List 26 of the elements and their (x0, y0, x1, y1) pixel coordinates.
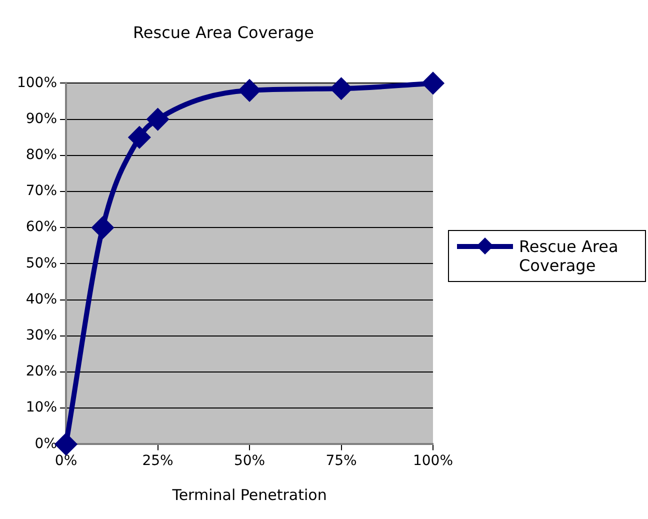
y-tick-label: 50% (26, 255, 58, 272)
point (56, 434, 77, 455)
point (330, 78, 352, 100)
x-tick-label: 25% (142, 453, 174, 470)
y-tick-label: 100% (16, 74, 58, 91)
point (92, 217, 114, 238)
y-tick-label: 30% (26, 328, 58, 344)
y-tick-label: 90% (26, 110, 58, 127)
x-axis-title: Terminal Penetration (171, 486, 327, 504)
point (147, 108, 168, 130)
y-tick-label: 80% (26, 147, 58, 164)
y-tick-label: 10% (26, 400, 58, 416)
legend-label: Rescue Area Coverage (519, 237, 620, 275)
y-tick-label: 70% (26, 183, 58, 200)
x-tick-label: 0% (54, 453, 78, 470)
y-tick-label: 20% (26, 364, 58, 380)
point (422, 72, 444, 94)
x-tick-label: 50% (234, 453, 266, 470)
y-tick-label: 0% (34, 436, 58, 452)
x-tick-label: 100% (412, 453, 454, 470)
y-tick-label: 40% (26, 291, 58, 308)
y-tick-label: 60% (26, 219, 58, 236)
chart-title: Rescue Area Coverage (132, 22, 314, 42)
x-tick-label: 75% (326, 453, 357, 470)
point (239, 80, 260, 101)
point (128, 126, 150, 148)
